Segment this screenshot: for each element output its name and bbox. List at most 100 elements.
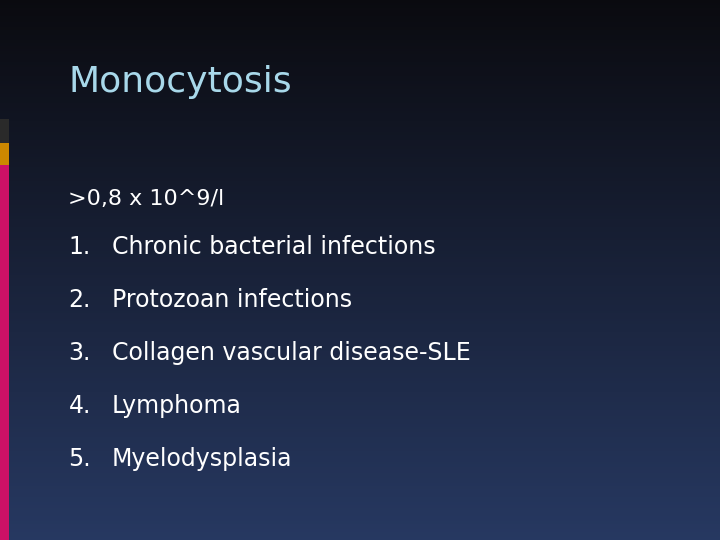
Bar bbox=[0, 302, 720, 305]
Bar bbox=[0, 351, 720, 354]
Bar bbox=[0, 400, 720, 402]
Bar bbox=[0, 429, 720, 432]
Bar bbox=[0, 532, 720, 535]
Bar bbox=[0, 119, 9, 143]
Bar bbox=[0, 364, 720, 367]
Bar bbox=[0, 516, 720, 518]
Bar bbox=[0, 76, 720, 78]
Bar bbox=[0, 324, 720, 327]
Bar bbox=[0, 273, 720, 275]
Bar bbox=[0, 184, 720, 186]
Bar bbox=[0, 332, 720, 335]
Bar bbox=[0, 356, 720, 359]
Bar bbox=[0, 68, 720, 70]
Bar bbox=[0, 49, 720, 51]
Bar bbox=[0, 421, 720, 424]
Bar bbox=[0, 181, 720, 184]
Bar bbox=[0, 116, 720, 119]
Bar bbox=[0, 100, 720, 103]
Bar bbox=[0, 122, 720, 124]
Bar bbox=[0, 19, 720, 22]
Bar bbox=[0, 35, 720, 38]
Bar bbox=[0, 243, 720, 246]
Bar bbox=[0, 270, 720, 273]
Bar bbox=[0, 373, 720, 375]
Bar bbox=[0, 170, 720, 173]
Bar bbox=[0, 408, 720, 410]
Bar bbox=[0, 367, 720, 370]
Bar bbox=[0, 416, 720, 418]
Bar bbox=[0, 313, 720, 316]
Bar bbox=[0, 22, 720, 24]
Bar bbox=[0, 510, 720, 513]
Bar bbox=[0, 130, 720, 132]
Bar bbox=[0, 189, 720, 192]
Bar bbox=[0, 135, 720, 138]
Bar bbox=[0, 256, 720, 259]
Bar bbox=[0, 232, 720, 235]
Bar bbox=[0, 111, 720, 113]
Bar bbox=[0, 14, 720, 16]
Bar bbox=[0, 224, 720, 227]
Bar bbox=[0, 159, 720, 162]
Bar bbox=[0, 165, 720, 167]
Bar bbox=[0, 54, 720, 57]
Bar bbox=[0, 148, 720, 151]
Bar bbox=[0, 486, 720, 489]
Bar bbox=[0, 262, 720, 265]
Bar bbox=[0, 454, 720, 456]
Bar bbox=[0, 535, 720, 537]
Bar bbox=[0, 508, 720, 510]
Bar bbox=[0, 27, 720, 30]
Bar bbox=[0, 392, 720, 394]
Bar bbox=[0, 143, 9, 165]
Bar bbox=[0, 127, 720, 130]
Bar bbox=[0, 200, 720, 202]
Bar bbox=[0, 192, 720, 194]
Bar bbox=[0, 259, 720, 262]
Bar bbox=[0, 459, 720, 462]
Bar bbox=[0, 327, 720, 329]
Bar bbox=[0, 176, 720, 178]
Bar bbox=[0, 235, 720, 238]
Bar bbox=[0, 157, 720, 159]
Bar bbox=[0, 65, 720, 68]
Bar bbox=[0, 178, 720, 181]
Bar bbox=[0, 57, 720, 59]
Bar bbox=[0, 89, 720, 92]
Bar bbox=[0, 197, 720, 200]
Bar bbox=[0, 427, 720, 429]
Bar bbox=[0, 375, 720, 378]
Bar bbox=[0, 219, 720, 221]
Bar bbox=[0, 11, 720, 14]
Bar bbox=[0, 278, 720, 281]
Bar bbox=[0, 211, 720, 213]
Bar bbox=[0, 227, 720, 229]
Bar bbox=[0, 308, 720, 310]
Bar bbox=[0, 348, 720, 351]
Bar bbox=[0, 167, 720, 170]
Bar bbox=[0, 472, 720, 475]
Bar bbox=[0, 284, 720, 286]
Bar bbox=[0, 413, 720, 416]
Bar bbox=[0, 38, 720, 40]
Bar bbox=[0, 86, 720, 89]
Bar bbox=[0, 300, 720, 302]
Bar bbox=[0, 405, 720, 408]
Bar bbox=[0, 46, 720, 49]
Bar bbox=[0, 267, 720, 270]
Bar bbox=[0, 40, 720, 43]
Text: 2.: 2. bbox=[68, 288, 91, 312]
Bar bbox=[0, 305, 720, 308]
Bar bbox=[0, 321, 720, 324]
Bar bbox=[0, 51, 720, 54]
Text: Monocytosis: Monocytosis bbox=[68, 65, 292, 99]
Bar bbox=[0, 132, 720, 135]
Bar bbox=[0, 0, 720, 3]
Bar bbox=[0, 483, 720, 486]
Bar bbox=[0, 310, 720, 313]
Text: >0,8 x 10^9/l: >0,8 x 10^9/l bbox=[68, 189, 225, 209]
Bar bbox=[0, 103, 720, 105]
Bar bbox=[0, 221, 720, 224]
Bar bbox=[0, 162, 720, 165]
